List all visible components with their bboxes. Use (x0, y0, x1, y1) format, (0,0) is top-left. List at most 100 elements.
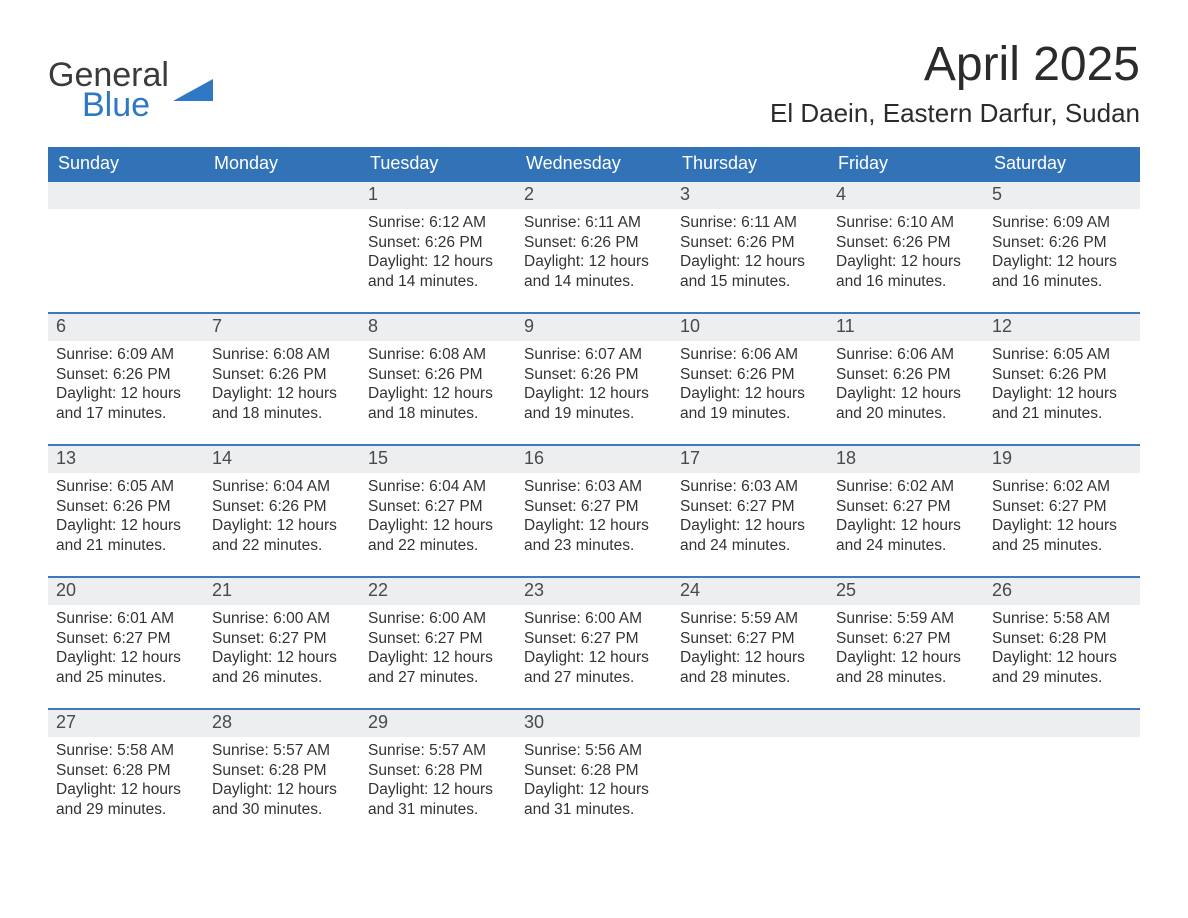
sunrise-line: Sunrise: 6:02 AM (836, 477, 976, 496)
day-body: Sunrise: 5:58 AMSunset: 6:28 PMDaylight:… (984, 605, 1140, 687)
sunset-line: Sunset: 6:27 PM (56, 629, 196, 648)
day-cell: 28Sunrise: 5:57 AMSunset: 6:28 PMDayligh… (204, 710, 360, 822)
dow-wednesday: Wednesday (516, 147, 672, 182)
sunrise-line: Sunrise: 5:56 AM (524, 741, 664, 760)
day-cell: 21Sunrise: 6:00 AMSunset: 6:27 PMDayligh… (204, 578, 360, 690)
daylight-line: Daylight: 12 hours and 21 minutes. (992, 384, 1132, 423)
day-cell: 12 Sunrise: 6:05 AMSunset: 6:26 PMDayligh… (984, 314, 1140, 426)
sunset-line: Sunset: 6:27 PM (212, 629, 352, 648)
daylight-line: Daylight: 12 hours and 28 minutes. (836, 648, 976, 687)
sunset-line: Sunset: 6:26 PM (56, 365, 196, 384)
day-number: 12 (984, 314, 1140, 341)
daylight-line: Daylight: 12 hours and 29 minutes. (992, 648, 1132, 687)
daylight-line: Daylight: 12 hours and 16 minutes. (836, 252, 976, 291)
day-body: Sunrise: 5:56 AMSunset: 6:28 PMDaylight:… (516, 737, 672, 819)
day-number: 9 (516, 314, 672, 341)
daylight-line: Daylight: 12 hours and 25 minutes. (992, 516, 1132, 555)
sunrise-line: Sunrise: 6:11 AM (524, 213, 664, 232)
calendar-grid: Sunday Monday Tuesday Wednesday Thursday… (48, 147, 1140, 822)
sunset-line: Sunset: 6:26 PM (368, 233, 508, 252)
sunrise-line: Sunrise: 6:05 AM (992, 345, 1132, 364)
daylight-line: Daylight: 12 hours and 17 minutes. (56, 384, 196, 423)
day-cell: 27Sunrise: 5:58 AMSunset: 6:28 PMDayligh… (48, 710, 204, 822)
week-row: 20Sunrise: 6:01 AMSunset: 6:27 PMDayligh… (48, 576, 1140, 690)
day-cell (828, 710, 984, 822)
week-row: 1Sunrise: 6:12 AMSunset: 6:26 PMDaylight… (48, 182, 1140, 294)
sunrise-line: Sunrise: 6:06 AM (680, 345, 820, 364)
dow-sunday: Sunday (48, 147, 204, 182)
day-body: Sunrise: 6:09 AMSunset: 6:26 PMDaylight:… (48, 341, 204, 423)
sunset-line: Sunset: 6:27 PM (836, 629, 976, 648)
day-cell: 29Sunrise: 5:57 AMSunset: 6:28 PMDayligh… (360, 710, 516, 822)
day-number: 2 (516, 182, 672, 209)
sunset-line: Sunset: 6:27 PM (368, 629, 508, 648)
daylight-line: Daylight: 12 hours and 25 minutes. (56, 648, 196, 687)
day-number: 28 (204, 710, 360, 737)
sunrise-line: Sunrise: 6:10 AM (836, 213, 976, 232)
day-cell: 2Sunrise: 6:11 AMSunset: 6:26 PMDaylight… (516, 182, 672, 294)
day-number: 13 (48, 446, 204, 473)
day-number: 19 (984, 446, 1140, 473)
daylight-line: Daylight: 12 hours and 28 minutes. (680, 648, 820, 687)
sunrise-line: Sunrise: 6:03 AM (524, 477, 664, 496)
day-cell (984, 710, 1140, 822)
sunset-line: Sunset: 6:26 PM (992, 365, 1132, 384)
day-cell: 19Sunrise: 6:02 AMSunset: 6:27 PMDayligh… (984, 446, 1140, 558)
sunset-line: Sunset: 6:27 PM (992, 497, 1132, 516)
daylight-line: Daylight: 12 hours and 27 minutes. (368, 648, 508, 687)
daylight-line: Daylight: 12 hours and 18 minutes. (368, 384, 508, 423)
sunset-line: Sunset: 6:26 PM (680, 233, 820, 252)
day-number: 5 (984, 182, 1140, 209)
day-body: Sunrise: 6:07 AMSunset: 6:26 PMDaylight:… (516, 341, 672, 423)
sunrise-line: Sunrise: 6:05 AM (56, 477, 196, 496)
day-body: Sunrise: 5:57 AMSunset: 6:28 PMDaylight:… (204, 737, 360, 819)
day-cell: 22Sunrise: 6:00 AMSunset: 6:27 PMDayligh… (360, 578, 516, 690)
daylight-line: Daylight: 12 hours and 21 minutes. (56, 516, 196, 555)
month-title: April 2025 (770, 40, 1140, 90)
daylight-line: Daylight: 12 hours and 29 minutes. (56, 780, 196, 819)
day-cell (48, 182, 204, 294)
dow-saturday: Saturday (984, 147, 1140, 182)
sunset-line: Sunset: 6:26 PM (680, 365, 820, 384)
sunrise-line: Sunrise: 5:58 AM (992, 609, 1132, 628)
daylight-line: Daylight: 12 hours and 31 minutes. (368, 780, 508, 819)
daylight-line: Daylight: 12 hours and 16 minutes. (992, 252, 1132, 291)
calendar-page: General Blue April 2025 El Daein, Easter… (0, 0, 1188, 822)
day-body: Sunrise: 6:11 AMSunset: 6:26 PMDaylight:… (516, 209, 672, 291)
day-number: 3 (672, 182, 828, 209)
sunrise-line: Sunrise: 6:00 AM (368, 609, 508, 628)
week-row: 13Sunrise: 6:05 AMSunset: 6:26 PMDayligh… (48, 444, 1140, 558)
day-cell: 4Sunrise: 6:10 AMSunset: 6:26 PMDaylight… (828, 182, 984, 294)
day-cell: 6Sunrise: 6:09 AMSunset: 6:26 PMDaylight… (48, 314, 204, 426)
sunrise-line: Sunrise: 6:04 AM (368, 477, 508, 496)
sunrise-line: Sunrise: 6:00 AM (524, 609, 664, 628)
day-cell: 20Sunrise: 6:01 AMSunset: 6:27 PMDayligh… (48, 578, 204, 690)
day-cell: 25Sunrise: 5:59 AMSunset: 6:27 PMDayligh… (828, 578, 984, 690)
day-body: Sunrise: 6:02 AMSunset: 6:27 PMDaylight:… (984, 473, 1140, 555)
day-body: Sunrise: 5:57 AMSunset: 6:28 PMDaylight:… (360, 737, 516, 819)
sunset-line: Sunset: 6:26 PM (368, 365, 508, 384)
day-body: Sunrise: 6:08 AMSunset: 6:26 PMDaylight:… (204, 341, 360, 423)
day-cell (204, 182, 360, 294)
day-cell: 30Sunrise: 5:56 AMSunset: 6:28 PMDayligh… (516, 710, 672, 822)
daylight-line: Daylight: 12 hours and 15 minutes. (680, 252, 820, 291)
sunset-line: Sunset: 6:27 PM (680, 629, 820, 648)
day-cell: 13Sunrise: 6:05 AMSunset: 6:26 PMDayligh… (48, 446, 204, 558)
day-cell: 10Sunrise: 6:06 AMSunset: 6:26 PMDayligh… (672, 314, 828, 426)
day-number: 16 (516, 446, 672, 473)
day-body: Sunrise: 5:59 AMSunset: 6:27 PMDaylight:… (828, 605, 984, 687)
day-cell: 26Sunrise: 5:58 AMSunset: 6:28 PMDayligh… (984, 578, 1140, 690)
day-number: 18 (828, 446, 984, 473)
daylight-line: Daylight: 12 hours and 27 minutes. (524, 648, 664, 687)
sunset-line: Sunset: 6:28 PM (992, 629, 1132, 648)
day-number: 26 (984, 578, 1140, 605)
day-body: Sunrise: 6:03 AMSunset: 6:27 PMDaylight:… (516, 473, 672, 555)
day-body: Sunrise: 5:58 AMSunset: 6:28 PMDaylight:… (48, 737, 204, 819)
sunrise-line: Sunrise: 6:04 AM (212, 477, 352, 496)
day-number: 11 (828, 314, 984, 341)
day-number: 7 (204, 314, 360, 341)
day-of-week-header: Sunday Monday Tuesday Wednesday Thursday… (48, 147, 1140, 182)
day-number: 14 (204, 446, 360, 473)
sunset-line: Sunset: 6:26 PM (524, 233, 664, 252)
day-number (828, 710, 984, 737)
